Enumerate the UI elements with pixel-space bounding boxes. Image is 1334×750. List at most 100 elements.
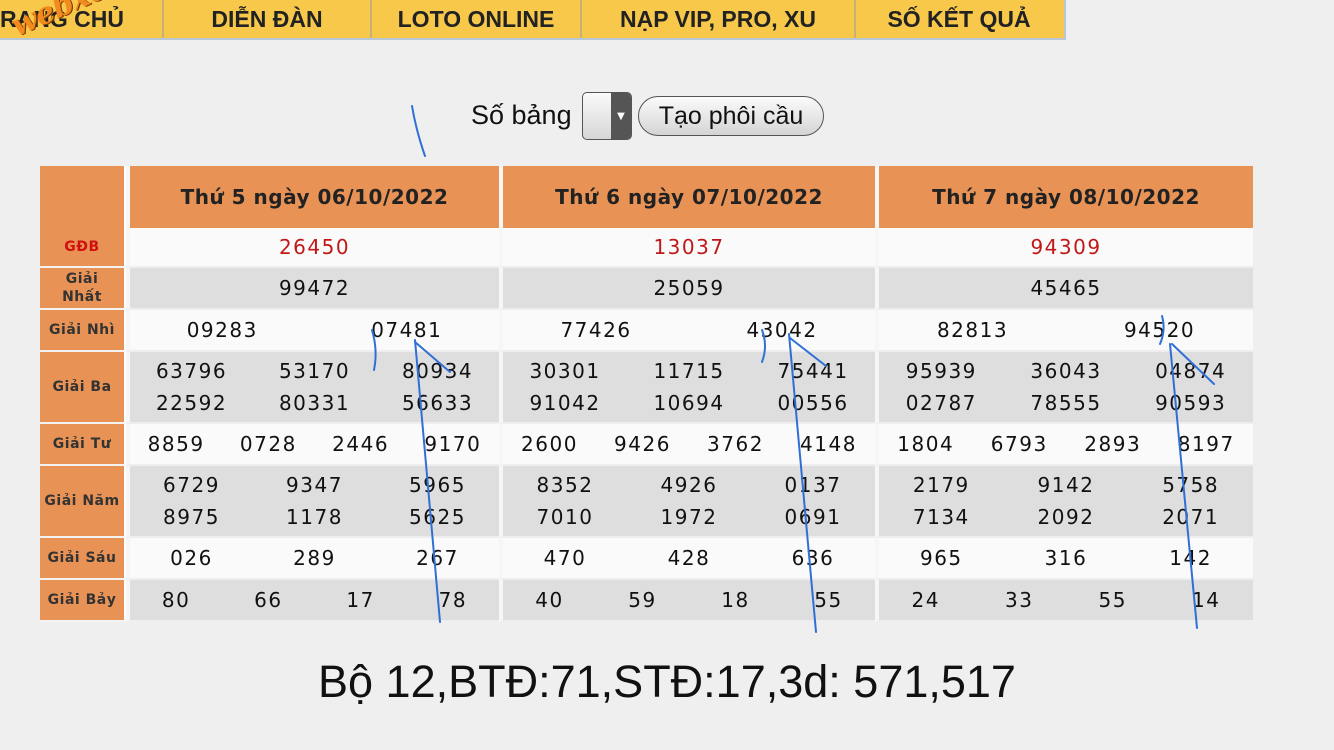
prize-number: 17: [346, 588, 375, 612]
special-prize: 13037: [653, 235, 725, 259]
prize-number: 7134: [912, 505, 970, 529]
corner-cell: [40, 166, 126, 228]
prize-number: 142: [1169, 546, 1212, 570]
prize-number: 289: [293, 546, 336, 570]
day-header: Thứ 5 ngày 06/10/2022: [126, 166, 499, 228]
prize-number: 2179: [912, 473, 970, 497]
prize-number: 22592: [155, 391, 228, 415]
prize-number: 14: [1192, 588, 1221, 612]
prize-number: 2446: [332, 432, 390, 456]
prize-number: 428: [667, 546, 711, 570]
first-prize: 25059: [499, 268, 875, 310]
label-sau: Giải Sáu: [40, 538, 126, 580]
summary-text: Bộ 12,BTĐ:71,STĐ:17,3d: 571,517: [318, 656, 1016, 707]
prize-number: 40: [535, 588, 564, 612]
special-prize: 94309: [1030, 235, 1102, 259]
label-nhat: Giải Nhất: [40, 268, 126, 310]
label-bay: Giải Bảy: [40, 580, 126, 622]
second-prize-row: 09283 07481: [130, 318, 499, 342]
prize-number: 09283: [186, 318, 258, 342]
prize-number: 9142: [1037, 473, 1095, 497]
prize-number: 5758: [1162, 473, 1220, 497]
day-header: Thứ 7 ngày 08/10/2022: [875, 166, 1253, 228]
nav-forum[interactable]: DIỄN ĐÀN: [164, 0, 372, 38]
prize-number: 02787: [905, 391, 977, 415]
prize-number: 4148: [800, 432, 857, 456]
prize-number: 90593: [1155, 391, 1227, 415]
prize-number: 267: [416, 546, 459, 570]
prize-number: 316: [1044, 546, 1088, 570]
prize-number: 2600: [521, 432, 578, 456]
prize-number: 0728: [239, 432, 297, 456]
prize-number: 2092: [1037, 505, 1095, 529]
prize-number: 24: [911, 588, 940, 612]
prize-number: 2893: [1084, 432, 1142, 456]
prize-number: 5965: [409, 473, 466, 497]
prize-number: 43042: [746, 318, 818, 342]
prize-number: 9426: [614, 432, 671, 456]
second-prize-row: 77426 43042: [503, 318, 875, 342]
prize-number: 55: [814, 588, 843, 612]
prize-number: 78555: [1030, 391, 1102, 415]
results-table: Thứ 5 ngày 06/10/2022 Thứ 6 ngày 07/10/2…: [40, 166, 1253, 622]
label-ba: Giải Ba: [40, 352, 126, 424]
prize-number: 66: [254, 588, 283, 612]
chevron-down-icon: ▼: [611, 93, 631, 139]
prize-number: 6729: [163, 473, 220, 497]
nav-home[interactable]: RANG CHỦ: [0, 0, 164, 38]
prize-number: 8975: [163, 505, 220, 529]
prize-number: 94520: [1123, 318, 1196, 342]
prize-number: 8197: [1177, 432, 1235, 456]
prize-number: 95939: [905, 359, 977, 383]
prize-number: 07481: [371, 318, 443, 342]
label-nam: Giải Năm: [40, 466, 126, 538]
prize-number: 3762: [707, 432, 764, 456]
prize-number: 6793: [990, 432, 1048, 456]
prize-number: 9347: [286, 473, 343, 497]
prize-number: 1804: [897, 432, 955, 456]
prize-number: 8859: [147, 432, 205, 456]
label-nhi: Giải Nhì: [40, 310, 126, 352]
prize-number: 55: [1098, 588, 1127, 612]
prize-number: 636: [791, 546, 835, 570]
special-prize: 26450: [278, 235, 351, 259]
nav-results-book[interactable]: SỐ KẾT QUẢ: [887, 5, 1031, 32]
prize-number: 82813: [936, 318, 1009, 342]
prize-number: 59: [628, 588, 657, 612]
prize-number: 0691: [784, 505, 842, 529]
prize-number: 026: [170, 546, 213, 570]
prize-number: 5625: [409, 505, 466, 529]
prize-number: 33: [1005, 588, 1034, 612]
prize-number: 11715: [653, 359, 725, 383]
prize-number: 10694: [653, 391, 725, 415]
prize-number: 0137: [784, 473, 842, 497]
prize-number: 80: [161, 588, 191, 612]
prize-number: 80331: [278, 391, 351, 415]
prize-number: 1972: [660, 505, 718, 529]
prize-number: 77426: [560, 318, 632, 342]
label-gdb: GĐB: [40, 228, 126, 268]
prize-number: 470: [543, 546, 587, 570]
create-pattern-button[interactable]: Tạo phôi cầu: [638, 96, 824, 136]
so-bang-select[interactable]: ▼: [582, 92, 632, 140]
prize-number: 04874: [1155, 359, 1227, 383]
prize-number: 63796: [155, 359, 228, 383]
nav-loto-online[interactable]: LOTO ONLINE: [372, 0, 582, 38]
first-prize: 45465: [875, 268, 1253, 310]
prize-number: 9170: [424, 432, 482, 456]
prize-number: 8352: [536, 473, 594, 497]
controls-bar: Số bảng ▼ Tạo phôi cầu: [0, 92, 1334, 140]
top-nav: RANG CHỦ DIỄN ĐÀN LOTO ONLINE NẠP VIP, P…: [0, 0, 1066, 40]
prize-number: 965: [919, 546, 963, 570]
prize-number: 18: [721, 588, 750, 612]
so-bang-label: Số bảng: [471, 100, 572, 130]
nav-topup[interactable]: NẠP VIP, PRO, XU: [582, 0, 856, 38]
prize-number: 36043: [1030, 359, 1102, 383]
prize-number: 00556: [777, 391, 849, 415]
prize-number: 56633: [401, 391, 474, 415]
prize-number: 2071: [1162, 505, 1220, 529]
prize-number: 75441: [777, 359, 849, 383]
prize-number: 30301: [529, 359, 601, 383]
prize-number: 80934: [401, 359, 474, 383]
prize-number: 78: [438, 588, 468, 612]
